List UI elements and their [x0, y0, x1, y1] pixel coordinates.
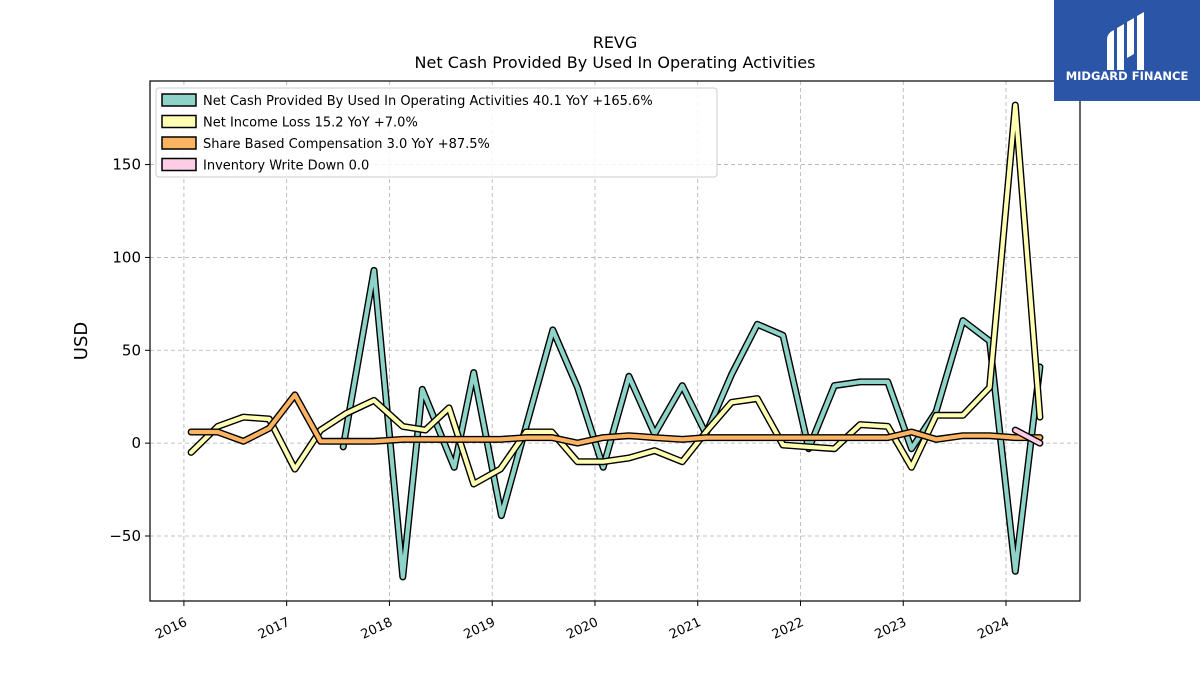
series-line-inventory-write-down: [1013, 428, 1043, 446]
chart-subtitle: Net Cash Provided By Used In Operating A…: [415, 53, 816, 72]
legend-box: [155, 87, 718, 178]
legend-swatch-net-cash-provided-by-used-in-operating-activities: [161, 93, 197, 107]
legend-label-net-cash-provided-by-used-in-operating-activities: Net Cash Provided By Used In Operating A…: [203, 94, 653, 109]
chart-title: REVG: [593, 33, 638, 52]
legend-swatch-inventory-write-down: [161, 157, 197, 172]
series-line-share-based-compensation: [189, 392, 1043, 446]
legend-label-inventory-write-down: Inventory Write Down 0.0: [203, 159, 369, 174]
y-tick-label: −50: [109, 527, 141, 545]
legend-swatch-net-income-loss: [161, 114, 197, 129]
plot-frame: [149, 80, 1081, 602]
legend: Net Cash Provided By Used In Operating A…: [155, 87, 718, 178]
series-line-net-income-loss: [189, 102, 1043, 487]
legend-label-share-based-compensation: Share Based Compensation 3.0 YoY +87.5%: [203, 137, 490, 152]
y-tick-label: 0: [131, 434, 141, 452]
y-tick-label: 150: [112, 156, 141, 174]
y-axis-label: USD: [71, 322, 92, 360]
legend-label-net-income-loss: Net Income Loss 15.2 YoY +7.0%: [203, 116, 418, 131]
y-tick-label: 50: [122, 341, 141, 359]
legend-swatch-share-based-compensation: [161, 136, 197, 150]
logo-name: MIDGARD FINANCE: [1066, 69, 1189, 83]
brand-logo: MIDGARD FINANCE: [1054, 0, 1200, 101]
y-tick-label: 100: [112, 248, 141, 266]
series-lines: [187, 101, 1044, 581]
y-axis-ticks: −50 0 50 100 150: [109, 156, 150, 545]
logo-mark-icon: [1107, 12, 1144, 70]
